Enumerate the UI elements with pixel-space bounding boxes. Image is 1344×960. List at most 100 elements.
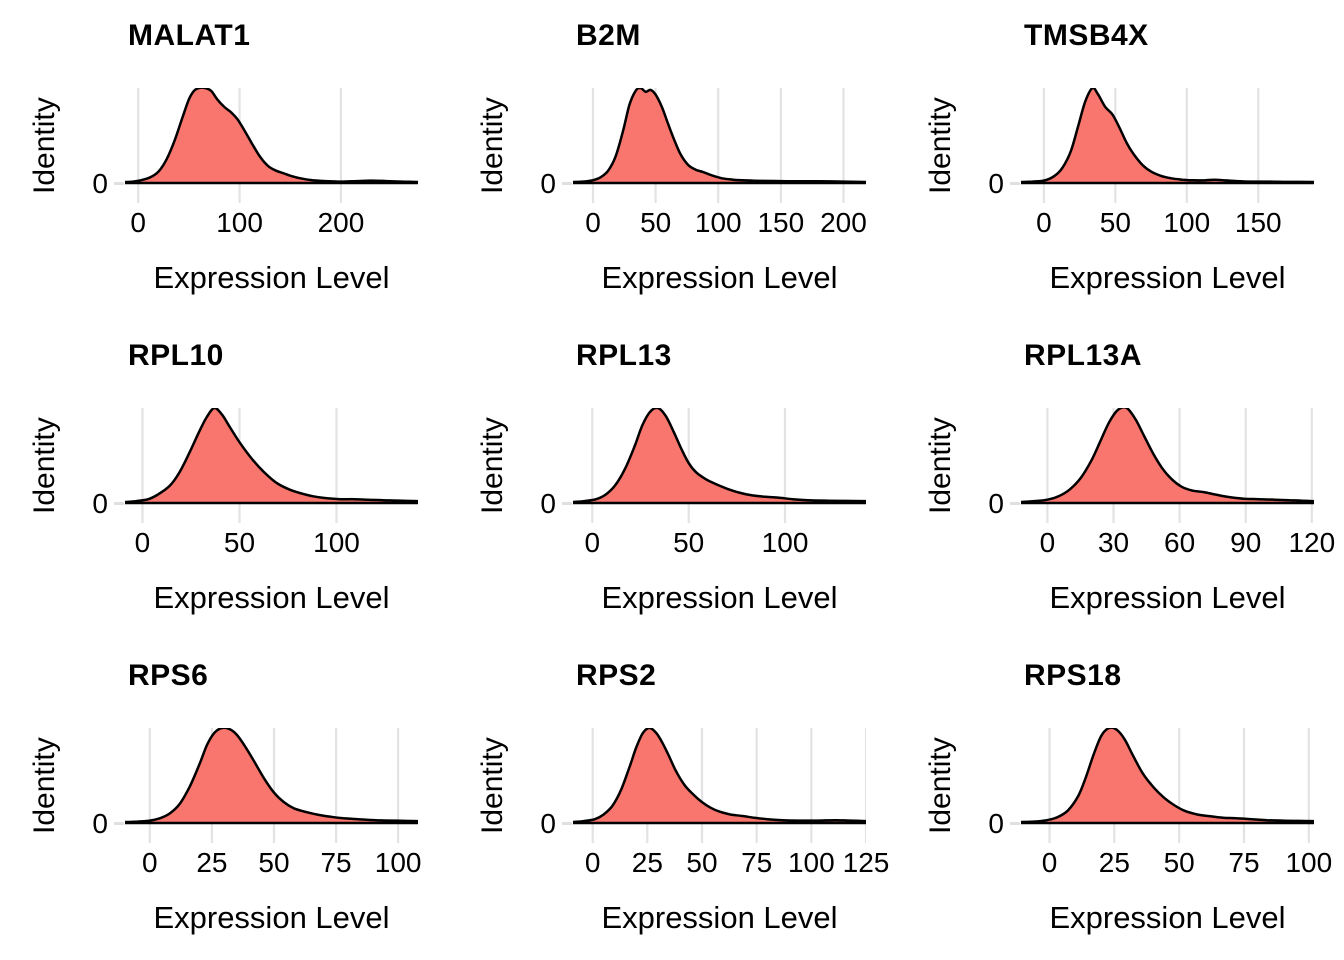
x-tick-label: 50 xyxy=(223,527,256,558)
ridge-panel-rpl13a: RPL13A Identity 0 0 30 60 90 120 Expression … xyxy=(896,320,1344,640)
density-plot xyxy=(1021,728,1314,843)
panel-title: RPL13 xyxy=(576,339,672,372)
x-axis-ticks: 0 100 200 xyxy=(0,209,448,241)
y-tick-mark xyxy=(1010,502,1020,505)
x-tick-label: 50 xyxy=(673,527,705,558)
x-tick-label: 75 xyxy=(320,847,352,878)
ridge-panel-malat1: MALAT1 Identity 0 0 100 200 Expression Lev… xyxy=(0,0,448,320)
x-axis-label: Expression Level xyxy=(1049,580,1286,615)
y-tick-mark xyxy=(562,822,572,825)
panel-title: RPL13A xyxy=(1024,339,1143,372)
density-plot xyxy=(125,88,418,203)
ridge-panel-rps18: RPS18 Identity 0 0 25 50 75 100 Expression L… xyxy=(896,640,1344,960)
y-axis-label: Identity xyxy=(28,417,61,514)
x-tick-label: 25 xyxy=(196,847,228,878)
x-tick-label: 100 xyxy=(694,207,742,238)
y-tick-mark xyxy=(1010,182,1020,185)
x-tick-label: 25 xyxy=(631,847,663,878)
y-axis-label: Identity xyxy=(28,737,61,834)
panel-title: RPS18 xyxy=(1024,659,1122,692)
density-plot xyxy=(573,88,866,203)
x-tick-label: 120 xyxy=(1288,527,1336,558)
x-tick-label: 100 xyxy=(313,527,360,558)
y-tick-mark xyxy=(114,182,124,185)
x-tick-label: 75 xyxy=(741,847,773,878)
panel-title: RPL10 xyxy=(128,339,224,372)
x-tick-label: 25 xyxy=(1098,847,1130,878)
x-tick-label: 90 xyxy=(1230,527,1262,558)
x-axis-label: Expression Level xyxy=(1049,260,1286,295)
y-axis-label: Identity xyxy=(924,97,957,194)
x-axis-ticks: 0 50 100 xyxy=(0,529,448,561)
ridge-panel-rps6: RPS6 Identity 0 0 25 50 75 100 Expression Le… xyxy=(0,640,448,960)
y-axis-label: Identity xyxy=(476,97,509,194)
x-tick-label: 100 xyxy=(761,527,809,558)
x-tick-label: 100 xyxy=(374,847,422,878)
y-tick-label: 0 xyxy=(540,488,556,519)
x-tick-label: 0 xyxy=(1039,527,1056,558)
y-axis-label: Identity xyxy=(476,417,509,514)
x-tick-label: 0 xyxy=(584,847,601,878)
density-plot xyxy=(125,728,418,843)
panel-title: MALAT1 xyxy=(128,19,251,52)
density-plot xyxy=(573,408,866,523)
panel-title: RPS2 xyxy=(576,659,657,692)
x-tick-label: 75 xyxy=(1228,847,1260,878)
x-tick-label: 50 xyxy=(640,207,672,238)
x-tick-label: 50 xyxy=(686,847,718,878)
x-axis-ticks: 0 25 50 75 100 125 xyxy=(448,849,896,881)
density-plot xyxy=(125,408,418,523)
ridge-panel-rpl10: RPL10 Identity 0 0 50 100 Expression Level xyxy=(0,320,448,640)
x-axis-ticks: 0 50 100 xyxy=(448,529,896,561)
y-tick-label: 0 xyxy=(988,808,1004,839)
x-tick-label: 30 xyxy=(1097,527,1130,558)
y-tick-mark xyxy=(114,822,124,825)
x-tick-label: 50 xyxy=(1163,847,1195,878)
x-axis-ticks: 0 25 50 75 100 xyxy=(0,849,448,881)
y-tick-label: 0 xyxy=(540,808,556,839)
y-tick-mark xyxy=(114,502,124,505)
x-tick-label: 50 xyxy=(258,847,290,878)
y-tick-label: 0 xyxy=(540,168,556,199)
x-tick-label: 200 xyxy=(317,207,365,238)
y-tick-mark xyxy=(1010,822,1020,825)
x-tick-label: 0 xyxy=(1036,207,1052,238)
x-tick-label: 150 xyxy=(757,207,805,238)
x-tick-label: 0 xyxy=(134,527,151,558)
y-tick-label: 0 xyxy=(92,488,108,519)
x-tick-label: 0 xyxy=(1041,847,1058,878)
x-tick-label: 100 xyxy=(1163,207,1211,238)
x-tick-label: 0 xyxy=(130,207,146,238)
x-axis-label: Expression Level xyxy=(153,580,390,615)
x-tick-label: 150 xyxy=(1234,207,1282,238)
panel-title: RPS6 xyxy=(128,659,209,692)
y-axis-label: Identity xyxy=(924,737,957,834)
x-axis-ticks: 0 50 100 150 xyxy=(896,209,1344,241)
x-axis-label: Expression Level xyxy=(601,580,838,615)
x-tick-label: 60 xyxy=(1164,527,1196,558)
y-tick-label: 0 xyxy=(92,168,108,199)
x-axis-label: Expression Level xyxy=(601,900,838,935)
ridge-panel-rps2: RPS2 Identity 0 0 25 50 75 100 125 Expression… xyxy=(448,640,896,960)
y-tick-label: 0 xyxy=(92,808,108,839)
y-axis-label: Identity xyxy=(476,737,509,834)
y-tick-label: 0 xyxy=(988,488,1004,519)
ridge-panel-tmsb4x: TMSB4X Identity 0 0 50 100 150 Expression L… xyxy=(896,0,1344,320)
density-plot xyxy=(573,728,866,843)
y-axis-label: Identity xyxy=(28,97,61,194)
x-axis-ticks: 0 25 50 75 100 xyxy=(896,849,1344,881)
y-tick-mark xyxy=(562,502,572,505)
y-axis-label: Identity xyxy=(924,417,957,514)
x-axis-label: Expression Level xyxy=(1049,900,1286,935)
x-axis-label: Expression Level xyxy=(601,260,838,295)
x-tick-label: 0 xyxy=(585,207,601,238)
ridge-panel-b2m: B2M Identity 0 0 50 100 150 200 Expression L… xyxy=(448,0,896,320)
panel-title: TMSB4X xyxy=(1024,19,1149,52)
x-tick-label: 100 xyxy=(216,207,263,238)
x-tick-label: 50 xyxy=(1099,207,1131,238)
density-plot xyxy=(1021,408,1314,523)
y-tick-mark xyxy=(562,182,572,185)
x-axis-ticks: 0 50 100 150 200 xyxy=(448,209,896,241)
x-tick-label: 0 xyxy=(584,527,601,558)
